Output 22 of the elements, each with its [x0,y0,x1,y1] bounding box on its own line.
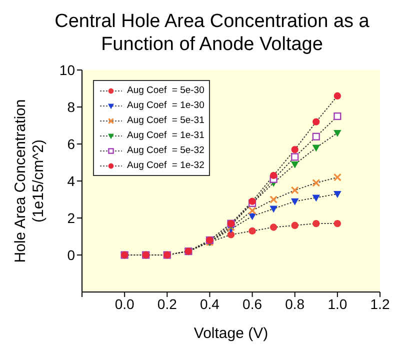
legend-label: Aug Coef = 1e-32 [127,159,204,173]
y-axis-title: Hole Area Concentration (1e15/cm^2) [12,99,47,263]
legend-label: Aug Coef = 5e-32 [127,144,204,158]
x-tick-label: 0.4 [200,296,220,312]
y-tick-label: 0 [67,246,76,263]
x-tick-label: 0.6 [242,296,262,312]
x-tick-label: 1.2 [370,296,390,312]
x-tick-label: 0.0 [114,296,135,312]
legend-label: Aug Coef = 5e-30 [127,84,204,98]
y-tick-label: 2 [67,210,76,226]
chart-title: Central Hole Area Concentration as a Function of Anode Voltage [54,10,370,57]
legend-label: Aug Coef = 1e-31 [127,129,204,143]
x-tick-label: 0.2 [157,296,178,312]
legend-label: Aug Coef = 1e-30 [127,99,204,113]
x-tick-label: 1.0 [328,296,348,312]
y-tick-label: 8 [67,98,76,115]
y-tick-label: 6 [67,136,76,152]
x-tick-label: 0.8 [285,296,305,312]
y-tick-label: 10 [59,62,76,78]
x-axis-title: Voltage (V) [194,325,268,342]
legend-label: Aug Coef = 5e-31 [127,114,204,128]
y-tick-label: 4 [67,172,76,189]
